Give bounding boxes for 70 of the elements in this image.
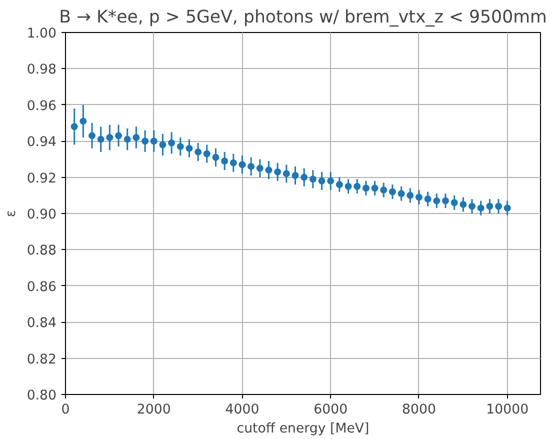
point (150, 138, 158, 145)
point (371, 184, 378, 192)
y-tick-label: 0.84 (26, 316, 57, 332)
point (256, 164, 264, 172)
point (106, 134, 114, 141)
point (70, 123, 78, 130)
point (477, 204, 484, 212)
y-tick-label: 0.80 (26, 388, 57, 404)
x-tick-label: 10000 (486, 402, 529, 418)
point (203, 150, 210, 158)
point (495, 202, 502, 210)
point (486, 202, 494, 210)
point (468, 202, 476, 210)
point (248, 162, 255, 170)
point (221, 158, 228, 165)
point (80, 118, 87, 125)
point (354, 182, 361, 190)
point (460, 200, 467, 208)
point (433, 197, 440, 204)
point (159, 141, 166, 148)
point (292, 172, 299, 179)
point (238, 161, 246, 168)
point (380, 186, 388, 194)
y-axis-title: ε (4, 210, 19, 218)
x-axis-title: cutoff energy [MeV] (236, 422, 370, 436)
point (115, 132, 122, 140)
y-tick-label: 0.98 (26, 62, 57, 78)
point (344, 182, 352, 190)
y-tick-label: 0.96 (26, 98, 57, 114)
y-tick-label: 0.92 (26, 171, 57, 186)
y-tick-label: 0.90 (26, 208, 57, 222)
point (132, 134, 140, 141)
point (309, 176, 316, 183)
point (398, 190, 405, 198)
point (97, 136, 104, 143)
point (318, 177, 326, 184)
point (186, 144, 193, 152)
point (327, 177, 334, 184)
point (212, 154, 220, 161)
point (388, 188, 396, 196)
point (406, 192, 414, 199)
point (450, 199, 458, 206)
point (194, 148, 202, 156)
y-tick-label: 0.82 (26, 352, 57, 368)
point (274, 168, 282, 176)
point (168, 139, 176, 146)
y-tick-label: 1.00 (26, 26, 57, 42)
point (300, 174, 308, 181)
point (176, 143, 184, 150)
point (362, 184, 370, 192)
point (504, 204, 511, 212)
point (424, 196, 432, 203)
point (142, 138, 149, 145)
point (230, 159, 237, 166)
chart-title: B → K*ee, p > 5GeV, photons w/ brem_vtx_z < 9500mm (59, 8, 547, 28)
point (336, 181, 343, 188)
x-tick-label: 8000 (402, 402, 436, 418)
y-tick-label: 0.86 (26, 280, 57, 295)
point (415, 194, 422, 201)
y-tick-label: 0.94 (26, 135, 57, 150)
point (124, 136, 131, 143)
x-tick-label: 2000 (136, 402, 171, 418)
point (442, 197, 449, 204)
y-tick-label: 0.88 (26, 244, 57, 259)
point (88, 132, 96, 140)
point (282, 170, 290, 178)
point (265, 166, 272, 174)
x-tick-label: 6000 (314, 402, 348, 418)
x-tick-label: 4000 (225, 402, 260, 418)
x-tick-label: 0 (61, 402, 70, 418)
